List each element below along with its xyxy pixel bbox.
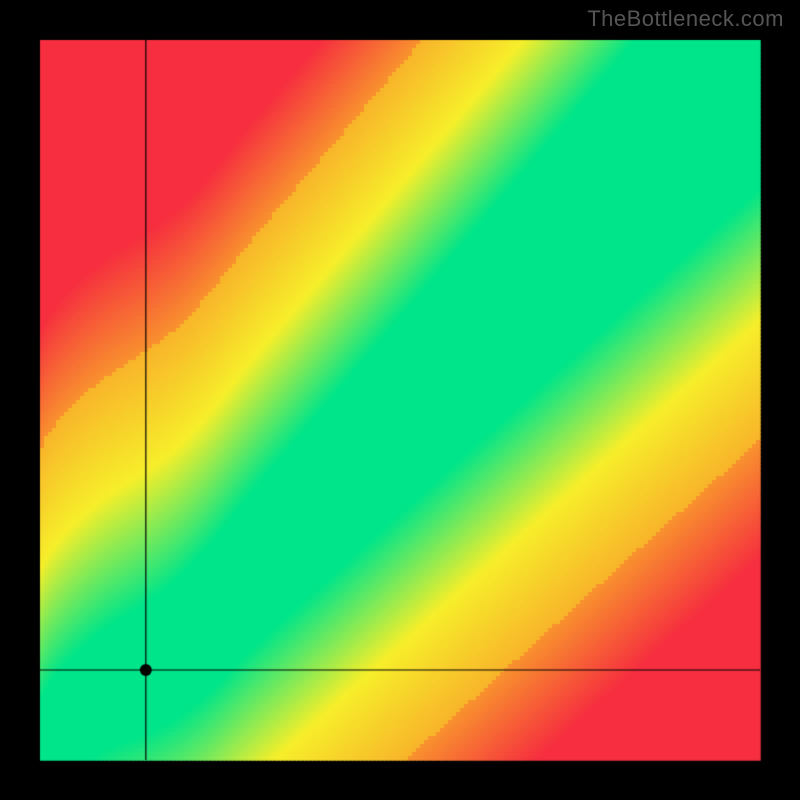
watermark-text: TheBottleneck.com — [587, 6, 784, 32]
bottleneck-heatmap — [0, 0, 800, 800]
